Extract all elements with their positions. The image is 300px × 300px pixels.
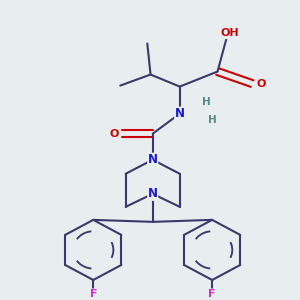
Text: O: O <box>256 79 266 88</box>
Text: F: F <box>89 289 97 299</box>
Text: N: N <box>148 153 158 166</box>
Text: O: O <box>109 129 119 139</box>
Text: N: N <box>175 107 185 120</box>
Text: H: H <box>208 115 217 124</box>
Text: F: F <box>208 289 216 299</box>
Text: N: N <box>148 187 158 200</box>
Text: H: H <box>202 97 211 106</box>
Text: OH: OH <box>220 28 239 38</box>
